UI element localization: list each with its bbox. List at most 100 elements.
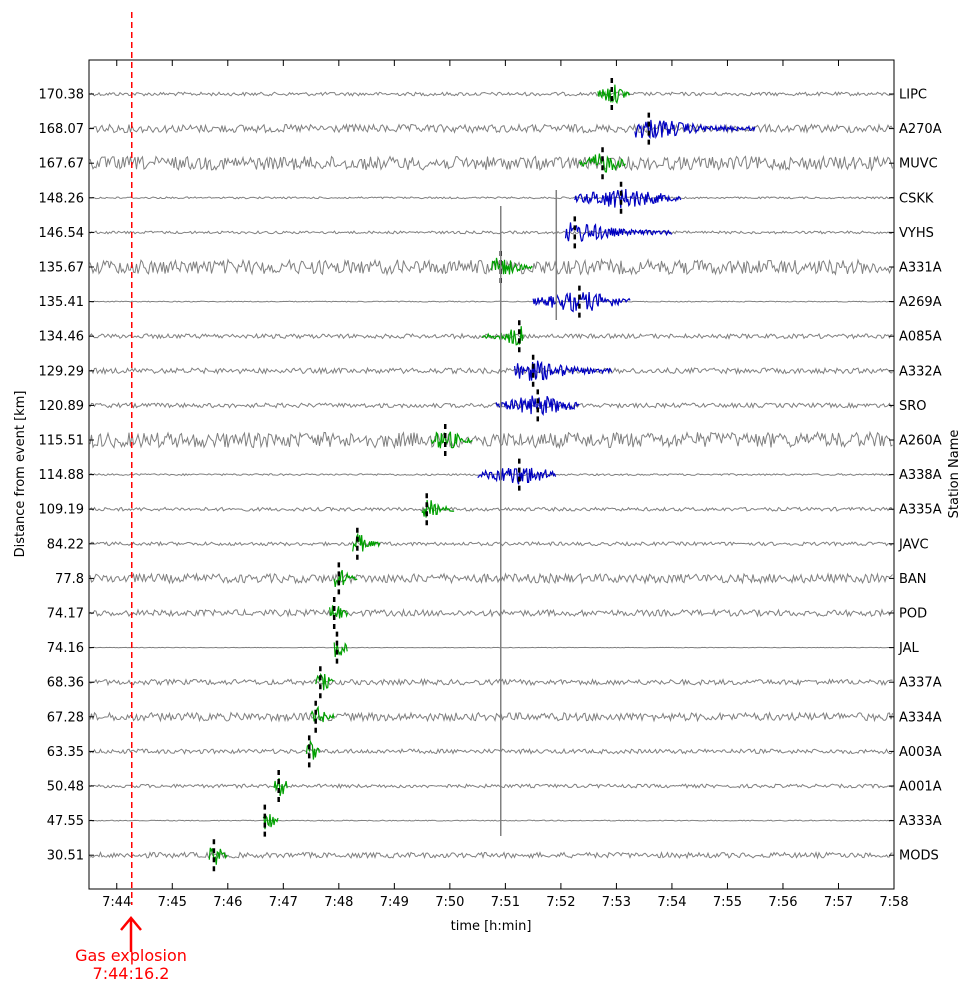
trace-noise: [89, 154, 893, 172]
trace-noise: [89, 677, 893, 687]
trace-noise: [89, 711, 893, 723]
trace-row: [89, 320, 893, 353]
trace-row: [89, 631, 893, 664]
trace-noise: [89, 646, 893, 649]
trace-row: [89, 78, 893, 110]
x-axis-label: time [h:min]: [451, 919, 532, 934]
y-tick-label-distance: 109.19: [39, 503, 85, 518]
x-tick-label: 7:48: [324, 895, 353, 910]
station-name-label: A338A: [899, 468, 942, 483]
arrival-waveform: [477, 467, 557, 485]
annotation-label: Gas explosion: [75, 946, 187, 965]
y-tick-label-distance: 68.36: [47, 676, 84, 691]
trace-row: [89, 735, 893, 768]
y-tick-label-distance: 30.51: [47, 849, 84, 864]
station-name-label: JAVC: [898, 537, 929, 552]
right-axis-label: Station Name: [947, 430, 960, 519]
arrival-waveform: [495, 395, 580, 416]
station-name-label: SRO: [899, 399, 927, 414]
station-name-label: LIPC: [899, 88, 927, 103]
y-tick-label-distance: 134.46: [39, 330, 85, 345]
arrival-waveform: [315, 672, 335, 691]
annotation-time: 7:44:16.2: [93, 964, 170, 981]
x-tick-label: 7:44: [102, 895, 131, 910]
trace-row: [89, 562, 893, 595]
trace-noise: [89, 783, 893, 790]
trace-noise: [89, 540, 893, 547]
station-name-label: A332A: [899, 364, 942, 379]
trace-noise: [89, 230, 893, 235]
x-tick-label: 7:49: [380, 895, 409, 910]
trace-row: [89, 389, 893, 422]
x-tick-label: 7:51: [491, 895, 520, 910]
trace-row: [89, 216, 893, 249]
arrival-waveform: [333, 642, 348, 658]
arrival-waveform: [634, 119, 756, 140]
station-name-label: A335A: [899, 503, 942, 518]
y-tick-label-distance: 167.67: [39, 157, 85, 172]
trace-noise: [89, 300, 893, 303]
y-tick-label-distance: 135.67: [39, 261, 85, 276]
trace-noise: [89, 196, 893, 200]
x-tick-label: 7:52: [546, 895, 575, 910]
trace-noise: [89, 850, 893, 860]
traces-layer: [89, 78, 893, 872]
y-tick-label-distance: 148.26: [39, 191, 85, 206]
arrival-waveform: [430, 431, 473, 449]
x-tick-label: 7:45: [158, 895, 187, 910]
arrival-waveform: [574, 188, 682, 209]
station-name-label: A331A: [899, 261, 942, 276]
station-name-label: VYHS: [899, 226, 934, 241]
station-name-label: A085A: [899, 330, 942, 345]
trace-row: [89, 147, 893, 180]
trace-noise: [89, 366, 893, 376]
y-tick-label-distance: 63.35: [47, 745, 84, 760]
trace-row: [89, 181, 893, 214]
trace-noise: [89, 257, 893, 276]
trace-noise: [89, 607, 893, 618]
arrival-waveform: [490, 257, 533, 275]
trace-row: [89, 458, 893, 491]
trace-noise: [89, 430, 893, 450]
y-tick-label-distance: 170.38: [39, 88, 85, 103]
y-tick-label-distance: 50.48: [47, 780, 84, 795]
station-name-label: BAN: [899, 572, 927, 587]
y-tick-label-distance: 115.51: [39, 434, 85, 449]
arrival-waveform: [481, 326, 524, 346]
x-tick-label: 7:56: [768, 895, 797, 910]
trace-row: [89, 597, 893, 629]
y-tick-label-distance: 114.88: [39, 468, 85, 483]
y-tick-label-distance: 84.22: [47, 537, 84, 552]
trace-row: [89, 839, 893, 872]
station-name-label: A333A: [899, 814, 942, 829]
arrival-waveform: [273, 778, 288, 797]
x-tick-label: 7:50: [435, 895, 464, 910]
station-name-label: MODS: [899, 849, 939, 864]
y-axis-label: Distance from event [km]: [13, 391, 28, 558]
station-name-label: CSKK: [899, 191, 934, 206]
trace-row: [89, 700, 893, 733]
arrival-waveform: [352, 532, 381, 552]
x-tick-label: 7:55: [713, 895, 742, 910]
station-name-label: JAL: [898, 641, 919, 656]
x-tick-label: 7:57: [824, 895, 853, 910]
trace-row: [89, 424, 893, 456]
arrival-waveform: [514, 360, 613, 381]
trace-noise: [89, 122, 893, 134]
y-tick-label-distance: 74.16: [47, 641, 84, 656]
trace-noise: [89, 572, 893, 585]
station-name-label: A269A: [899, 295, 942, 310]
arrival-waveform: [329, 605, 349, 619]
y-tick-label-distance: 129.29: [39, 364, 85, 379]
station-name-label: A270A: [899, 122, 942, 137]
arrival-waveform: [208, 847, 228, 865]
trace-row: [89, 112, 893, 145]
trace-noise: [89, 472, 893, 477]
station-name-label: A337A: [899, 676, 942, 691]
trace-row: [89, 666, 893, 699]
station-name-label: A334A: [899, 710, 942, 725]
trace-row: [89, 804, 893, 837]
x-tick-label: 7:58: [879, 895, 908, 910]
trace-row: [89, 251, 893, 283]
